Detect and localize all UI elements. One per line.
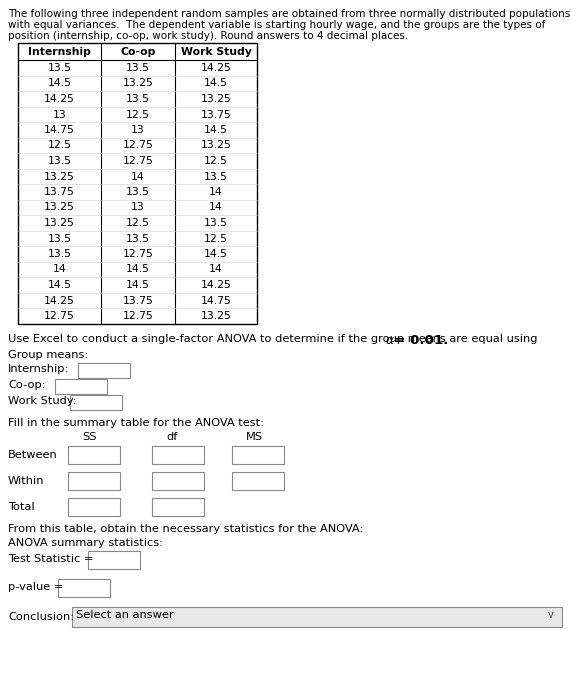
Text: Co-op: Co-op xyxy=(120,47,156,57)
Text: position (internship, co-op, work study). Round answers to 4 decimal places.: position (internship, co-op, work study)… xyxy=(8,31,408,41)
Text: Group means:: Group means: xyxy=(8,350,89,360)
Text: Work Study: Work Study xyxy=(180,47,251,57)
Text: 12.75: 12.75 xyxy=(123,140,154,151)
Text: Within: Within xyxy=(8,475,45,485)
Bar xyxy=(55,379,107,394)
Text: 12.5: 12.5 xyxy=(126,218,150,228)
Text: 12.75: 12.75 xyxy=(123,156,154,166)
Bar xyxy=(68,472,120,489)
Text: 13.5: 13.5 xyxy=(47,234,71,244)
Text: 14.5: 14.5 xyxy=(126,280,150,290)
Text: The following three independent random samples are obtained from three normally : The following three independent random s… xyxy=(8,9,570,19)
Text: 14.75: 14.75 xyxy=(44,125,75,135)
Text: From this table, obtain the necessary statistics for the ANOVA:: From this table, obtain the necessary st… xyxy=(8,524,363,533)
Text: Fill in the summary table for the ANOVA test:: Fill in the summary table for the ANOVA … xyxy=(8,418,264,429)
Text: 14.5: 14.5 xyxy=(47,280,71,290)
Text: Conclusion:: Conclusion: xyxy=(8,612,74,622)
Text: 13.5: 13.5 xyxy=(47,63,71,73)
Bar xyxy=(72,607,562,626)
Text: 13: 13 xyxy=(131,202,145,213)
Text: 14.5: 14.5 xyxy=(126,265,150,275)
Text: SS: SS xyxy=(82,433,96,443)
Bar xyxy=(18,43,257,323)
Text: 14: 14 xyxy=(131,171,145,182)
Text: 13.25: 13.25 xyxy=(123,78,154,88)
Text: 13.5: 13.5 xyxy=(126,187,150,197)
Text: 14: 14 xyxy=(209,265,223,275)
Text: Select an answer: Select an answer xyxy=(76,610,174,620)
Bar xyxy=(232,446,284,464)
Bar xyxy=(232,472,284,489)
Text: 13.5: 13.5 xyxy=(126,94,150,104)
Text: Co-op:: Co-op: xyxy=(8,381,46,391)
Bar xyxy=(152,472,204,489)
Bar xyxy=(152,497,204,516)
Bar xyxy=(152,446,204,464)
Text: 14: 14 xyxy=(209,187,223,197)
Text: 12.5: 12.5 xyxy=(47,140,71,151)
Bar xyxy=(78,362,130,377)
Text: 13.5: 13.5 xyxy=(126,63,150,73)
Text: 14.25: 14.25 xyxy=(200,63,231,73)
Text: with equal variances.  The dependent variable is starting hourly wage, and the g: with equal variances. The dependent vari… xyxy=(8,20,545,30)
Bar xyxy=(88,551,140,568)
Text: 14.25: 14.25 xyxy=(200,280,231,290)
Text: 13.75: 13.75 xyxy=(123,296,154,306)
Text: Total: Total xyxy=(8,502,35,512)
Text: 14.5: 14.5 xyxy=(204,125,228,135)
Text: 12.5: 12.5 xyxy=(204,234,228,244)
Text: 12.5: 12.5 xyxy=(126,109,150,119)
Text: df: df xyxy=(166,433,178,443)
Text: Use Excel to conduct a single-factor ANOVA to determine if the group means are e: Use Excel to conduct a single-factor ANO… xyxy=(8,335,541,344)
Text: 13.5: 13.5 xyxy=(47,156,71,166)
Text: 13.75: 13.75 xyxy=(44,187,75,197)
Text: 13.25: 13.25 xyxy=(44,218,75,228)
Text: 13.25: 13.25 xyxy=(200,311,231,321)
Text: 14.75: 14.75 xyxy=(200,296,231,306)
Text: 13: 13 xyxy=(131,125,145,135)
Text: 13: 13 xyxy=(53,109,66,119)
Text: 12.5: 12.5 xyxy=(204,156,228,166)
Text: 13.25: 13.25 xyxy=(44,171,75,182)
Text: Test Statistic =: Test Statistic = xyxy=(8,554,94,564)
Text: Between: Between xyxy=(8,450,58,460)
Text: 14.5: 14.5 xyxy=(204,249,228,259)
Text: 13.5: 13.5 xyxy=(204,218,228,228)
Text: 12.75: 12.75 xyxy=(123,311,154,321)
Text: 12.75: 12.75 xyxy=(123,249,154,259)
Text: 13.75: 13.75 xyxy=(200,109,231,119)
Text: Internship:: Internship: xyxy=(8,364,69,375)
Text: 13.25: 13.25 xyxy=(200,94,231,104)
Text: MS: MS xyxy=(246,433,263,443)
Bar xyxy=(58,578,110,597)
Text: 13.5: 13.5 xyxy=(47,249,71,259)
Bar xyxy=(68,497,120,516)
Text: Work Study:: Work Study: xyxy=(8,396,77,406)
Text: 13.25: 13.25 xyxy=(44,202,75,213)
Text: p-value =: p-value = xyxy=(8,581,63,591)
Text: 13.5: 13.5 xyxy=(126,234,150,244)
Text: 13.5: 13.5 xyxy=(204,171,228,182)
Text: α: α xyxy=(385,335,393,348)
Bar xyxy=(70,394,122,410)
Text: 14.25: 14.25 xyxy=(44,296,75,306)
Text: 14: 14 xyxy=(53,265,66,275)
Text: 12.75: 12.75 xyxy=(44,311,75,321)
Text: v: v xyxy=(548,610,554,620)
Text: 14.5: 14.5 xyxy=(204,78,228,88)
Bar xyxy=(68,446,120,464)
Text: 14.25: 14.25 xyxy=(44,94,75,104)
Text: = 0.01.: = 0.01. xyxy=(393,335,448,348)
Text: 13.25: 13.25 xyxy=(200,140,231,151)
Text: Internship: Internship xyxy=(28,47,91,57)
Text: 14: 14 xyxy=(209,202,223,213)
Text: ANOVA summary statistics:: ANOVA summary statistics: xyxy=(8,537,163,547)
Text: 14.5: 14.5 xyxy=(47,78,71,88)
